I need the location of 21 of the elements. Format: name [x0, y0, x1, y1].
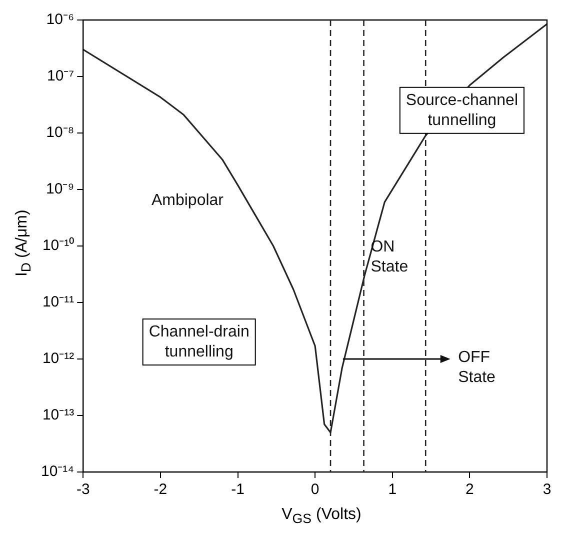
- x-axis-title: V$_{GS}$ (Volts): [280, 506, 362, 526]
- x-tick-label: 1: [388, 481, 397, 498]
- y-tick-label: 10⁻¹³: [42, 406, 74, 424]
- x-tick-label: 2: [466, 481, 474, 498]
- annotation: Source-channel tunnelling: [406, 92, 518, 129]
- x-tick-label: -3: [76, 481, 90, 498]
- y-tick-label: 10⁻¹¹: [42, 294, 74, 311]
- annotation: OFF State: [458, 348, 496, 386]
- x-tick-label: 3: [542, 481, 552, 498]
- annotation: Channel-drain tunnelling: [148, 323, 250, 360]
- y-tick-label: 10⁻⁷: [47, 68, 74, 85]
- y-tick-label: 10⁻⁶: [46, 11, 74, 28]
- annotation: Ambipolar: [151, 192, 224, 210]
- x-tick-label: -2: [154, 481, 168, 498]
- y-tick-label: 10⁻⁹: [46, 180, 74, 198]
- y-tick-label: 10⁻⁸: [46, 124, 74, 142]
- y-tick-label: 10⁻¹²: [42, 350, 74, 368]
- y-tick-label: 10⁻¹⁴: [41, 463, 74, 480]
- x-tick-label: 0: [310, 481, 320, 498]
- x-tick-label: -1: [231, 481, 244, 498]
- y-tick-label: 10⁻¹⁰: [42, 237, 74, 254]
